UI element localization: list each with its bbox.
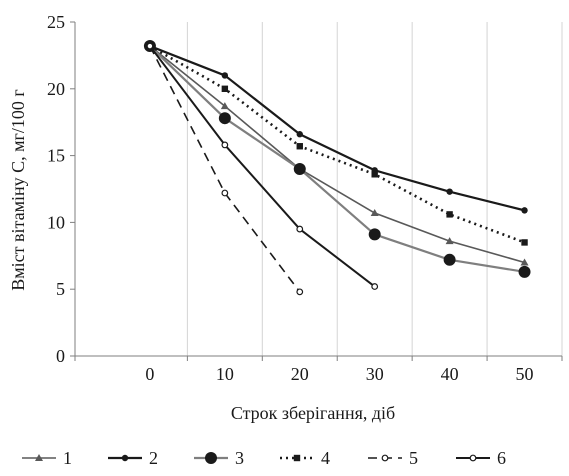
y-tick-label: 5 [56,279,65,299]
point-open-circle [296,225,304,233]
y-tick-label: 10 [47,212,65,232]
legend-label: 6 [497,448,506,468]
series-line-2 [149,45,525,212]
point-dot [221,72,229,79]
x-tick-label: 20 [291,364,309,384]
x-tick-label: 0 [145,364,154,384]
point-dot [446,188,453,195]
grid-lines [74,22,563,356]
point-square [293,454,301,462]
point-triangle [445,237,454,245]
x-tick-label: 40 [441,364,459,384]
series-line-3 [149,45,525,273]
legend-label: 5 [409,448,418,468]
y-axis-title: Вміст вітаміну С, мг/100 г [8,89,28,291]
point-open-circle [381,454,389,462]
point-square [296,143,303,150]
point-triangle [35,454,43,461]
x-tick-label: 30 [366,364,384,384]
point-big-dot [368,228,381,241]
series-line-5 [149,45,301,293]
point-triangle [520,258,529,266]
legend-item-2: 2 [108,448,158,468]
y-tick-label: 25 [47,12,65,32]
point-big-dot [205,452,217,464]
axes [70,21,563,361]
legend-item-5: 5 [368,448,418,468]
legend-label: 3 [235,448,244,468]
point-big-dot [293,162,306,175]
point-big-dot [218,112,231,125]
point-square [371,171,378,178]
legend-item-6: 6 [456,448,506,468]
x-tick-label: 10 [216,364,234,384]
point-dot [296,131,303,138]
x-axis-title: Строк зберігання, діб [231,403,395,423]
legend-item-1: 1 [22,448,72,468]
y-tick-label: 15 [47,146,65,166]
point-open-circle [296,288,304,296]
point-open-circle [371,283,379,290]
y-tick-label: 20 [47,79,65,99]
series-lines [143,40,531,296]
point-open-circle [221,189,229,197]
legend-label: 4 [321,448,330,468]
point-open-circle [221,141,229,149]
point-square [221,85,229,92]
series-5 [146,42,304,296]
series-line-1 [149,45,525,264]
point-square [446,211,453,218]
point-square [521,239,528,246]
point-triangle [370,209,379,217]
point-big-dot [443,253,456,266]
point-big-dot [518,265,531,278]
point-open-circle [469,454,477,462]
legend-label: 1 [63,448,72,468]
tick-labels: 0 5 10 15 20 25 0 10 20 30 40 50 [47,12,534,384]
point-dot [121,454,129,462]
point-triangle [220,102,229,110]
series-line-6 [149,45,376,288]
x-tick-label: 50 [516,364,534,384]
legend-item-3: 3 [194,448,244,468]
y-tick-label: 0 [56,346,65,366]
legend-label: 2 [149,448,158,468]
legend: 1 2 3 4 5 6 [22,448,506,468]
point-dot [521,207,528,214]
series-6 [146,42,379,290]
legend-item-4: 4 [280,448,330,468]
point-open-circle [146,42,154,50]
